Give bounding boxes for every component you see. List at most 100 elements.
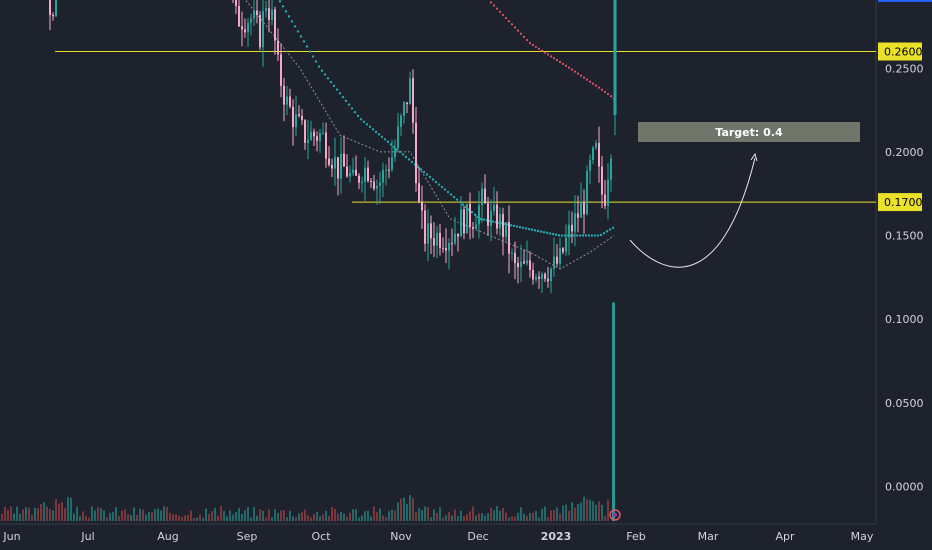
volume-bar — [538, 517, 540, 521]
ema-red-line-dot — [561, 62, 565, 65]
x-tick-label: Aug — [157, 530, 178, 543]
ema-teal-line-dot — [329, 80, 333, 84]
ema-red-line-dot — [504, 16, 508, 20]
ema-teal-line-dot — [599, 233, 603, 237]
volume-bar — [379, 508, 381, 521]
target-label-box[interactable] — [638, 122, 860, 142]
ema-teal-line-dot — [440, 185, 444, 189]
candle-body — [556, 256, 558, 264]
candle-body — [298, 114, 300, 116]
ema-teal-line-dot — [344, 99, 348, 103]
ema-teal-line-dot — [308, 50, 312, 53]
x-tick-label: Mar — [698, 530, 719, 543]
candle-body — [283, 85, 285, 105]
volume-bar — [415, 511, 417, 521]
candle-body-last — [613, 0, 617, 116]
volume-bar — [295, 517, 297, 521]
volume-bar — [454, 509, 456, 521]
ema-red-line-dot — [495, 7, 499, 10]
volume-bar — [394, 510, 396, 521]
volume-bar — [478, 513, 480, 521]
volume-bar — [25, 507, 27, 521]
volume-bar — [43, 502, 45, 521]
ema-teal-line-dot — [518, 225, 522, 229]
candle-body — [493, 204, 495, 212]
candle-body — [454, 233, 456, 244]
volume-bar — [49, 509, 51, 521]
candle-body — [289, 96, 291, 107]
candle-body — [598, 142, 600, 167]
volume-bar — [490, 507, 492, 521]
volume-bar — [289, 510, 291, 521]
time-axis[interactable]: Jun Jul Aug Sep Oct Nov Dec 2023 Feb Mar Apr May — [2, 530, 873, 543]
candle-body — [418, 183, 420, 202]
volume-bar — [259, 509, 261, 521]
volume-bar — [421, 509, 423, 521]
ema-teal-line-dot — [410, 160, 414, 164]
candle-body — [568, 224, 570, 238]
volume-bar — [589, 499, 591, 521]
ema-teal-line — [278, 0, 615, 237]
ema-teal-line-dot — [401, 153, 405, 156]
volume-bar — [298, 513, 300, 521]
ema-teal-line-dot — [452, 195, 456, 199]
ema-teal-line-dot — [353, 110, 357, 114]
volume-bar — [520, 507, 522, 521]
volume-bar — [235, 511, 237, 521]
volume-bar — [502, 507, 504, 521]
volume-bar — [487, 513, 489, 521]
volume-bar — [544, 506, 546, 521]
volume-bar — [382, 515, 384, 521]
volume-bar — [214, 507, 216, 521]
volume-bar — [400, 498, 402, 521]
volume-bar — [19, 513, 21, 521]
volume-bar — [508, 517, 510, 521]
volume-bar — [148, 512, 150, 521]
candle-body — [502, 214, 504, 237]
ema-teal-line-dot — [404, 155, 408, 159]
candle-body — [301, 115, 303, 121]
ema-red-line-dot — [573, 70, 577, 73]
volume-bar — [373, 506, 375, 521]
target-annotation[interactable]: Target: 0.4 — [629, 122, 860, 268]
candle-body — [490, 211, 492, 226]
volume-bar — [325, 510, 327, 521]
candle-body — [268, 8, 270, 20]
volume-bar — [598, 501, 600, 521]
ema-teal-line-dot — [320, 69, 324, 72]
candle-body — [334, 157, 336, 169]
event-marker-icon[interactable] — [609, 509, 621, 521]
ema-teal-line-dot — [437, 183, 441, 186]
volume-bar — [412, 497, 414, 521]
volume-bar — [439, 507, 441, 521]
candle-body — [364, 167, 366, 182]
candle-body — [541, 273, 543, 280]
ema-teal-line-dot — [593, 234, 597, 237]
volume-bar — [340, 511, 342, 521]
volume-bar — [103, 510, 105, 521]
ema-red-line-dot — [597, 86, 601, 89]
volume-bar — [553, 509, 555, 521]
ema-teal-line-dot — [284, 10, 288, 13]
volume-bar — [220, 506, 222, 521]
price-axis[interactable]: 0.55000.50000.45000.35000.30000.25000.20… — [885, 0, 924, 494]
ema-teal-line-dot — [428, 175, 432, 179]
volume-bar — [577, 503, 579, 521]
volume-bar — [271, 517, 273, 521]
ema-teal-line-dot — [611, 226, 615, 229]
volume-bar — [532, 512, 534, 521]
ema-red-line-dot — [606, 92, 610, 96]
volume-bar — [91, 506, 93, 521]
candle-body — [388, 169, 390, 171]
ema-teal-line-dot — [449, 193, 453, 196]
x-tick-label: 2023 — [541, 530, 572, 543]
level-price-tag-text: 0.2600 — [884, 46, 923, 59]
volume-bar — [46, 506, 48, 521]
ema-red-line-dot — [603, 90, 607, 94]
candle-body — [601, 166, 603, 195]
volume-bar — [175, 514, 177, 521]
candle-body — [535, 276, 537, 280]
candle-body — [319, 133, 321, 141]
ema-red-line-dot — [531, 43, 535, 47]
